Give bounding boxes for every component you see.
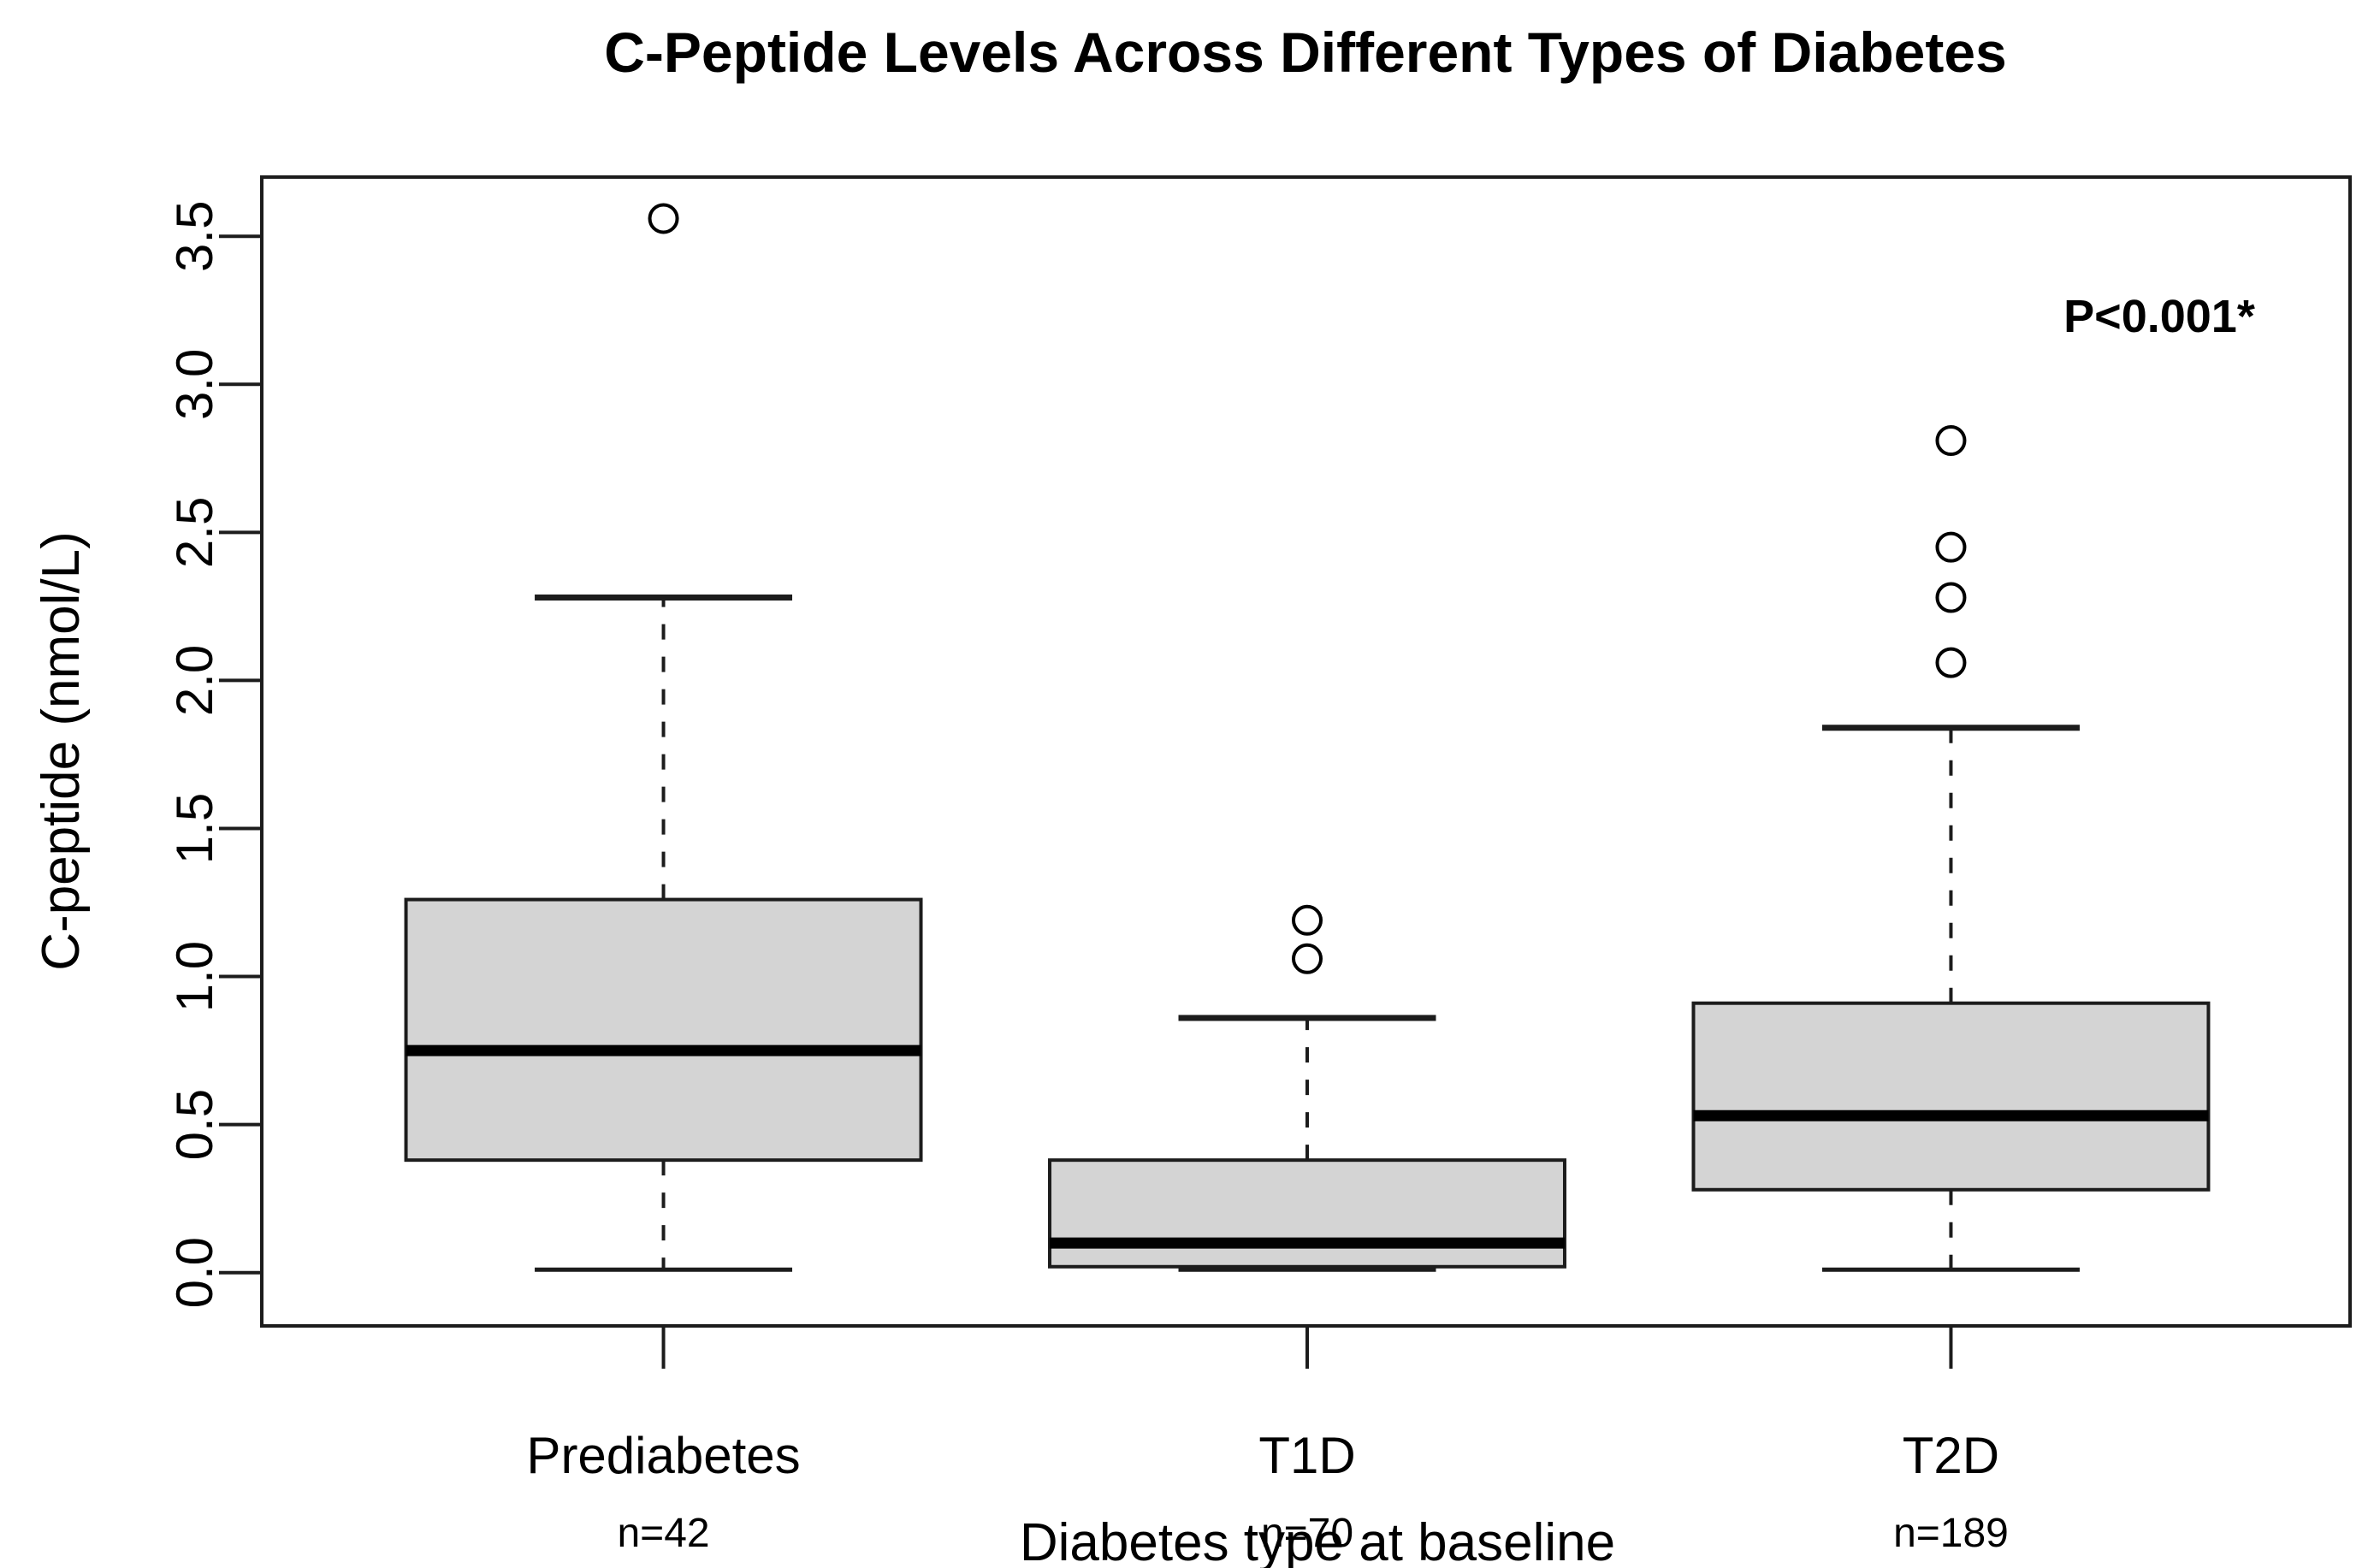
y-axis-tick-label: 3.0 <box>166 349 223 420</box>
boxplot-group-prediabetes: Prediabetes n=42 <box>404 203 923 1556</box>
outlier-point <box>1292 943 1323 974</box>
y-axis-tick-label: 3.5 <box>166 201 223 272</box>
y-axis-tick-label: 0.5 <box>166 1089 223 1160</box>
boxplot-group-t1d: T1D n=70 <box>1048 904 1566 1556</box>
sample-size-label: n=189 <box>1893 1511 2009 1556</box>
outlier-point <box>1935 425 1967 457</box>
outlier-point <box>1935 531 1967 563</box>
iqr-box <box>1691 1001 2211 1192</box>
category-label: T1D <box>1258 1427 1355 1484</box>
p-value-annotation: P<0.001* <box>2063 291 2255 342</box>
category-label: T2D <box>1903 1427 1999 1484</box>
y-axis-tick-label: 2.0 <box>166 645 223 716</box>
chart-title: C-Peptide Levels Across Different Types … <box>604 21 2006 84</box>
iqr-box <box>1048 1158 1566 1269</box>
outlier-point <box>648 203 679 234</box>
plot-border <box>260 175 2352 1328</box>
category-label: Prediabetes <box>526 1427 800 1484</box>
boxplot-series-layer: Prediabetes n=42 T1D n=70 T2D n=189 <box>404 203 2211 1556</box>
axes-layer: 0.0 0.5 1.0 1.5 2.0 2.5 3.0 3.5 <box>166 201 1953 1369</box>
sample-size-label: n=70 <box>1261 1511 1353 1556</box>
x-axis-title: Diabetes type at baseline <box>1020 1513 1615 1568</box>
outlier-point <box>1935 582 1967 613</box>
outlier-point <box>1935 647 1967 678</box>
sample-size-label: n=42 <box>617 1511 709 1556</box>
outlier-point <box>1292 904 1323 936</box>
y-axis-tick-label: 1.0 <box>166 941 223 1012</box>
y-axis-tick-label: 0.0 <box>166 1237 223 1308</box>
y-axis-title: C-peptide (nmol/L) <box>32 531 91 970</box>
boxplot-group-t2d: T2D n=189 <box>1691 425 2211 1556</box>
y-axis-tick-label: 1.5 <box>166 793 223 864</box>
iqr-box <box>404 897 923 1163</box>
y-axis-tick-label: 2.5 <box>166 497 223 568</box>
